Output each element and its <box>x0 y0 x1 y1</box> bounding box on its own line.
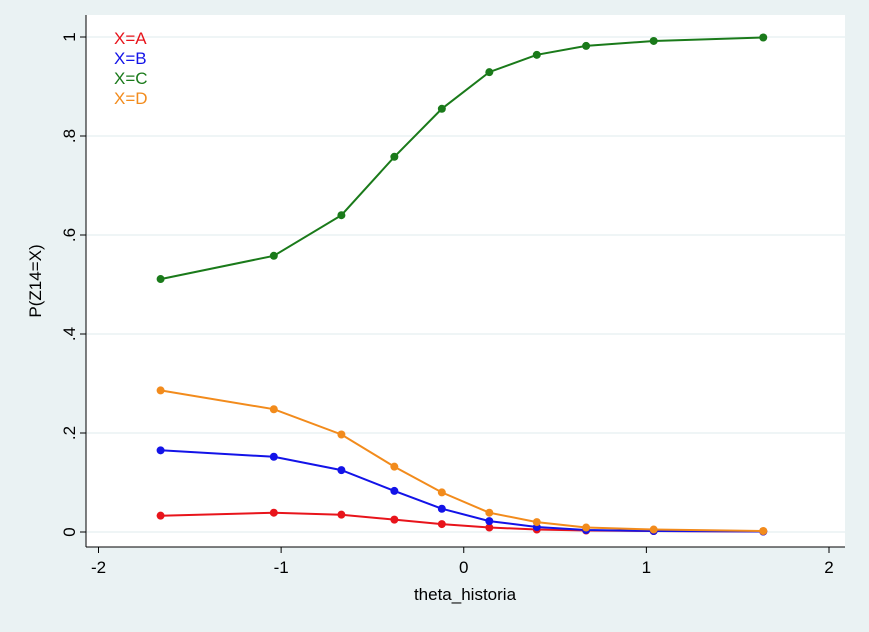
data-point-x-a <box>156 511 165 520</box>
data-point-x-d <box>759 527 768 536</box>
data-point-x-d <box>390 462 399 471</box>
data-point-x-c <box>649 36 658 45</box>
series-line-x-d <box>160 389 764 532</box>
plot-area <box>86 15 845 547</box>
data-point-x-b <box>390 486 399 495</box>
data-point-x-b <box>437 504 446 513</box>
data-point-x-a <box>485 523 494 532</box>
x-tick-label: -1 <box>274 558 289 577</box>
data-point-x-c <box>532 50 541 59</box>
data-point-x-d <box>437 488 446 497</box>
data-point-x-c <box>759 33 768 42</box>
data-point-x-b <box>337 466 346 475</box>
data-point-x-c <box>437 104 446 113</box>
y-tick-label: .8 <box>60 129 79 143</box>
data-point-x-c <box>337 211 346 220</box>
x-axis-ticks: -2 -1 0 1 2 <box>91 547 834 577</box>
data-point-x-d <box>532 518 541 527</box>
series-line-x-b <box>160 449 764 533</box>
data-point-x-d <box>337 430 346 439</box>
legend-item-x-d: X=D <box>114 89 148 108</box>
data-point-x-d <box>485 508 494 517</box>
x-tick-label: -2 <box>91 558 106 577</box>
data-point-x-a <box>337 510 346 519</box>
legend-item-x-c: X=C <box>114 69 148 88</box>
legend-item-x-b: X=B <box>114 49 147 68</box>
y-tick-label: .6 <box>60 228 79 242</box>
series-group <box>156 33 768 536</box>
x-axis-title: theta_historia <box>414 585 517 604</box>
series-line-x-c <box>160 36 764 281</box>
axes <box>85 15 845 548</box>
data-point-x-a <box>390 515 399 524</box>
data-point-x-c <box>269 251 278 260</box>
data-point-x-c <box>390 152 399 161</box>
x-tick-label: 1 <box>642 558 651 577</box>
data-point-x-c <box>485 68 494 77</box>
data-point-x-c <box>582 41 591 50</box>
data-point-x-b <box>485 517 494 526</box>
y-axis-ticks: 0 .2 .4 .6 .8 1 <box>60 32 86 537</box>
legend: X=AX=BX=CX=D <box>114 29 148 108</box>
data-point-x-a <box>269 508 278 517</box>
y-axis-title: P(Z14=X) <box>26 244 45 317</box>
y-tick-label: 1 <box>60 32 79 41</box>
data-point-x-a <box>437 520 446 529</box>
y-tick-label: .4 <box>60 327 79 341</box>
x-tick-label: 2 <box>824 558 833 577</box>
data-point-x-b <box>269 452 278 461</box>
y-tick-label: 0 <box>60 527 79 536</box>
data-point-x-c <box>156 275 165 284</box>
y-tick-label: .2 <box>60 426 79 440</box>
data-point-x-d <box>269 405 278 414</box>
x-tick-label: 0 <box>459 558 468 577</box>
data-point-x-b <box>156 446 165 455</box>
legend-item-x-a: X=A <box>114 29 147 48</box>
data-point-x-d <box>649 525 658 534</box>
data-point-x-d <box>582 523 591 532</box>
data-point-x-d <box>156 386 165 395</box>
